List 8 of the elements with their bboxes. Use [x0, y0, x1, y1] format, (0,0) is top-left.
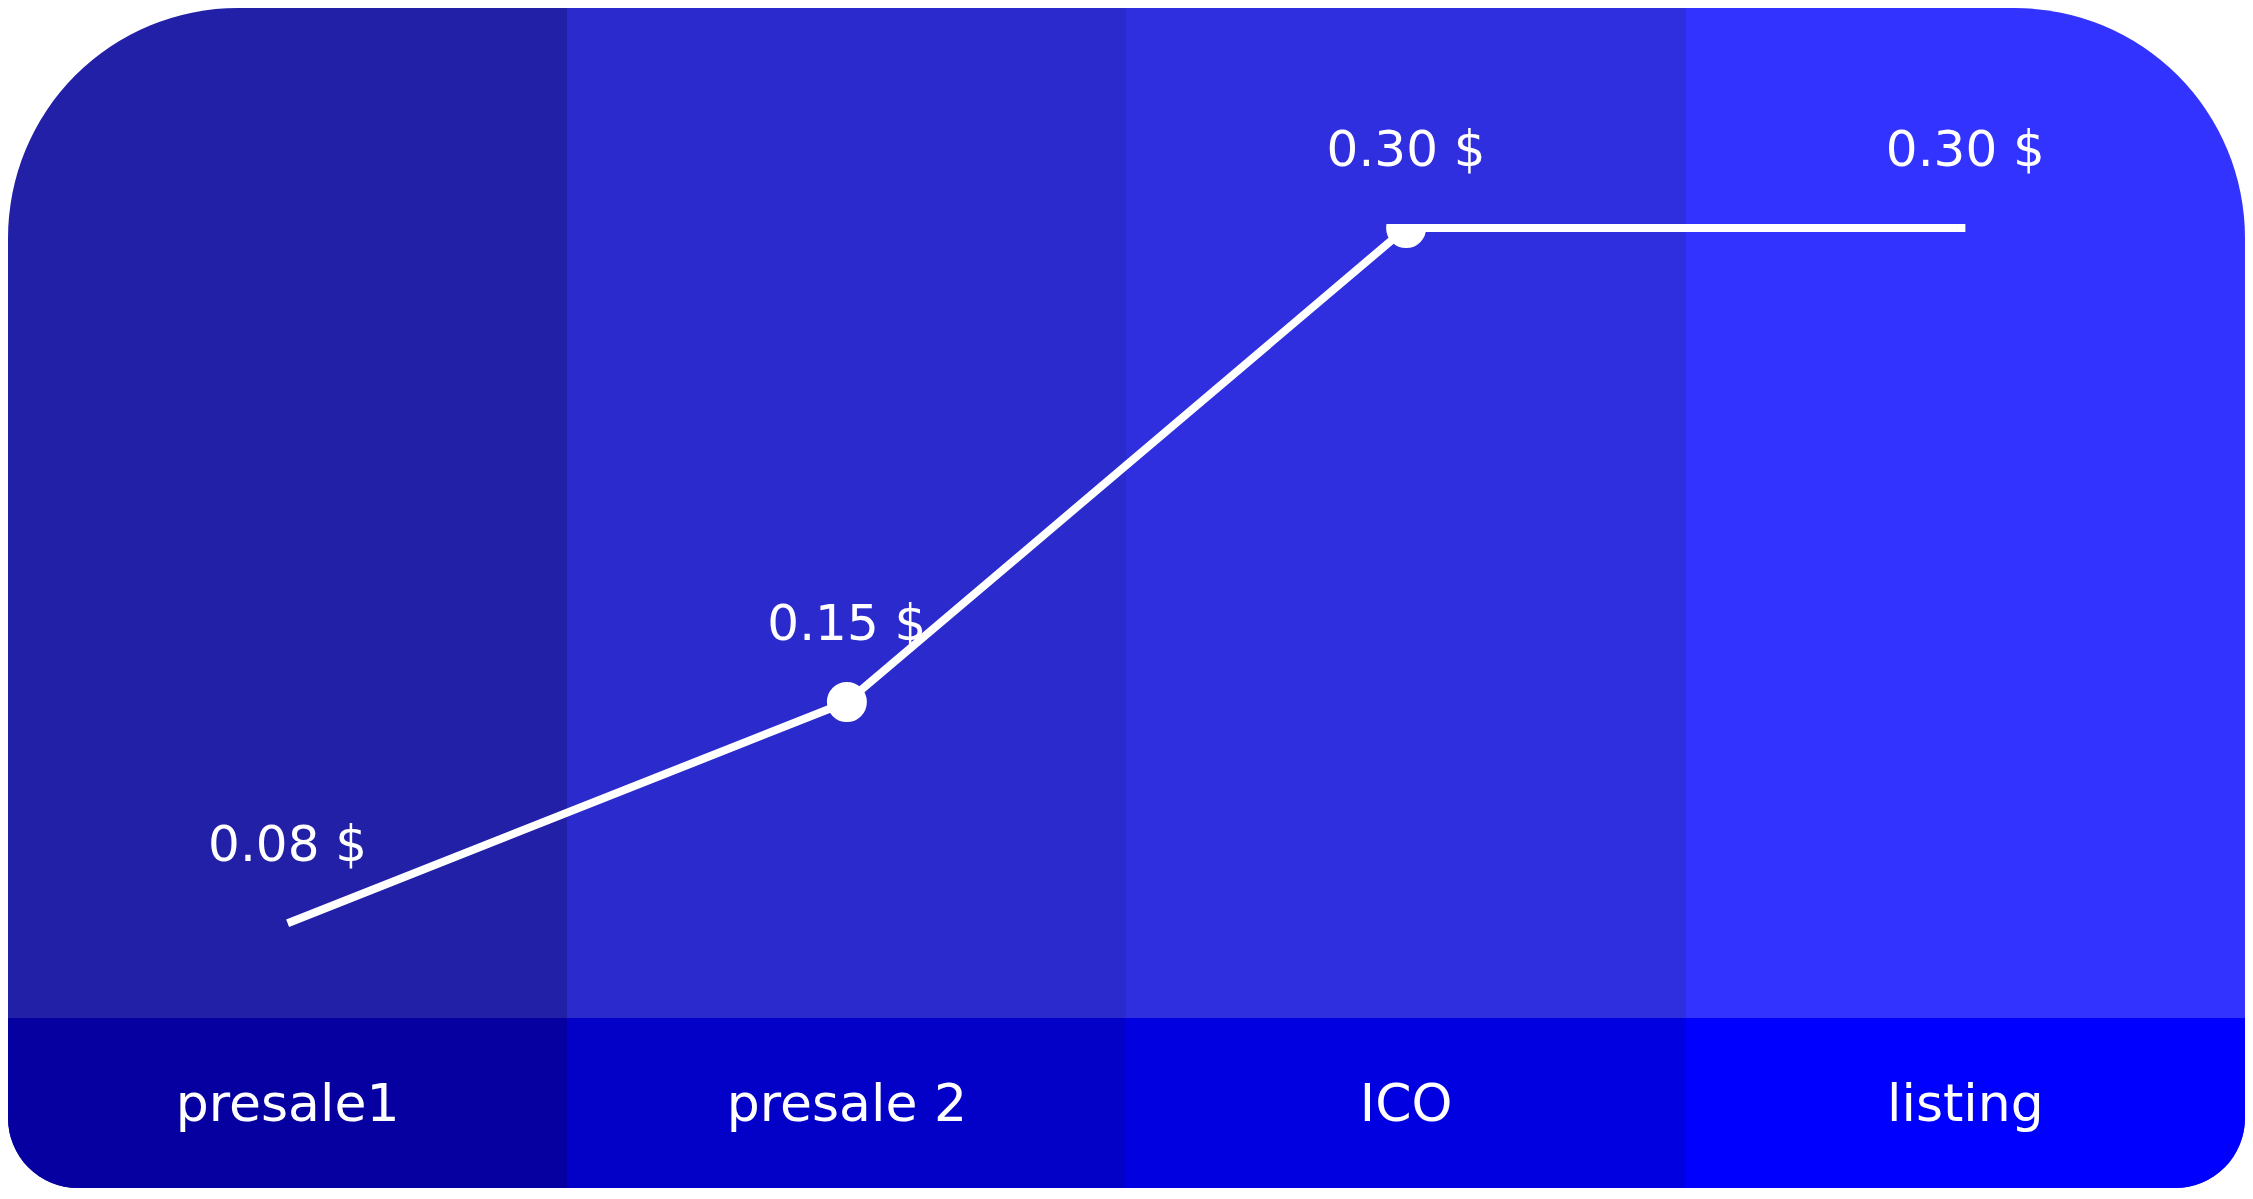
data-label: 0.30 $: [1326, 119, 1486, 178]
data-label: 0.15 $: [767, 593, 927, 652]
x-tick-label: presale1: [175, 1072, 400, 1133]
x-tick-label: ICO: [1359, 1072, 1453, 1133]
x-tick-label: listing: [1886, 1072, 2044, 1133]
data-label: 0.08 $: [208, 815, 368, 874]
x-tick-label: presale 2: [726, 1072, 967, 1133]
data-label: 0.30 $: [1885, 119, 2045, 178]
